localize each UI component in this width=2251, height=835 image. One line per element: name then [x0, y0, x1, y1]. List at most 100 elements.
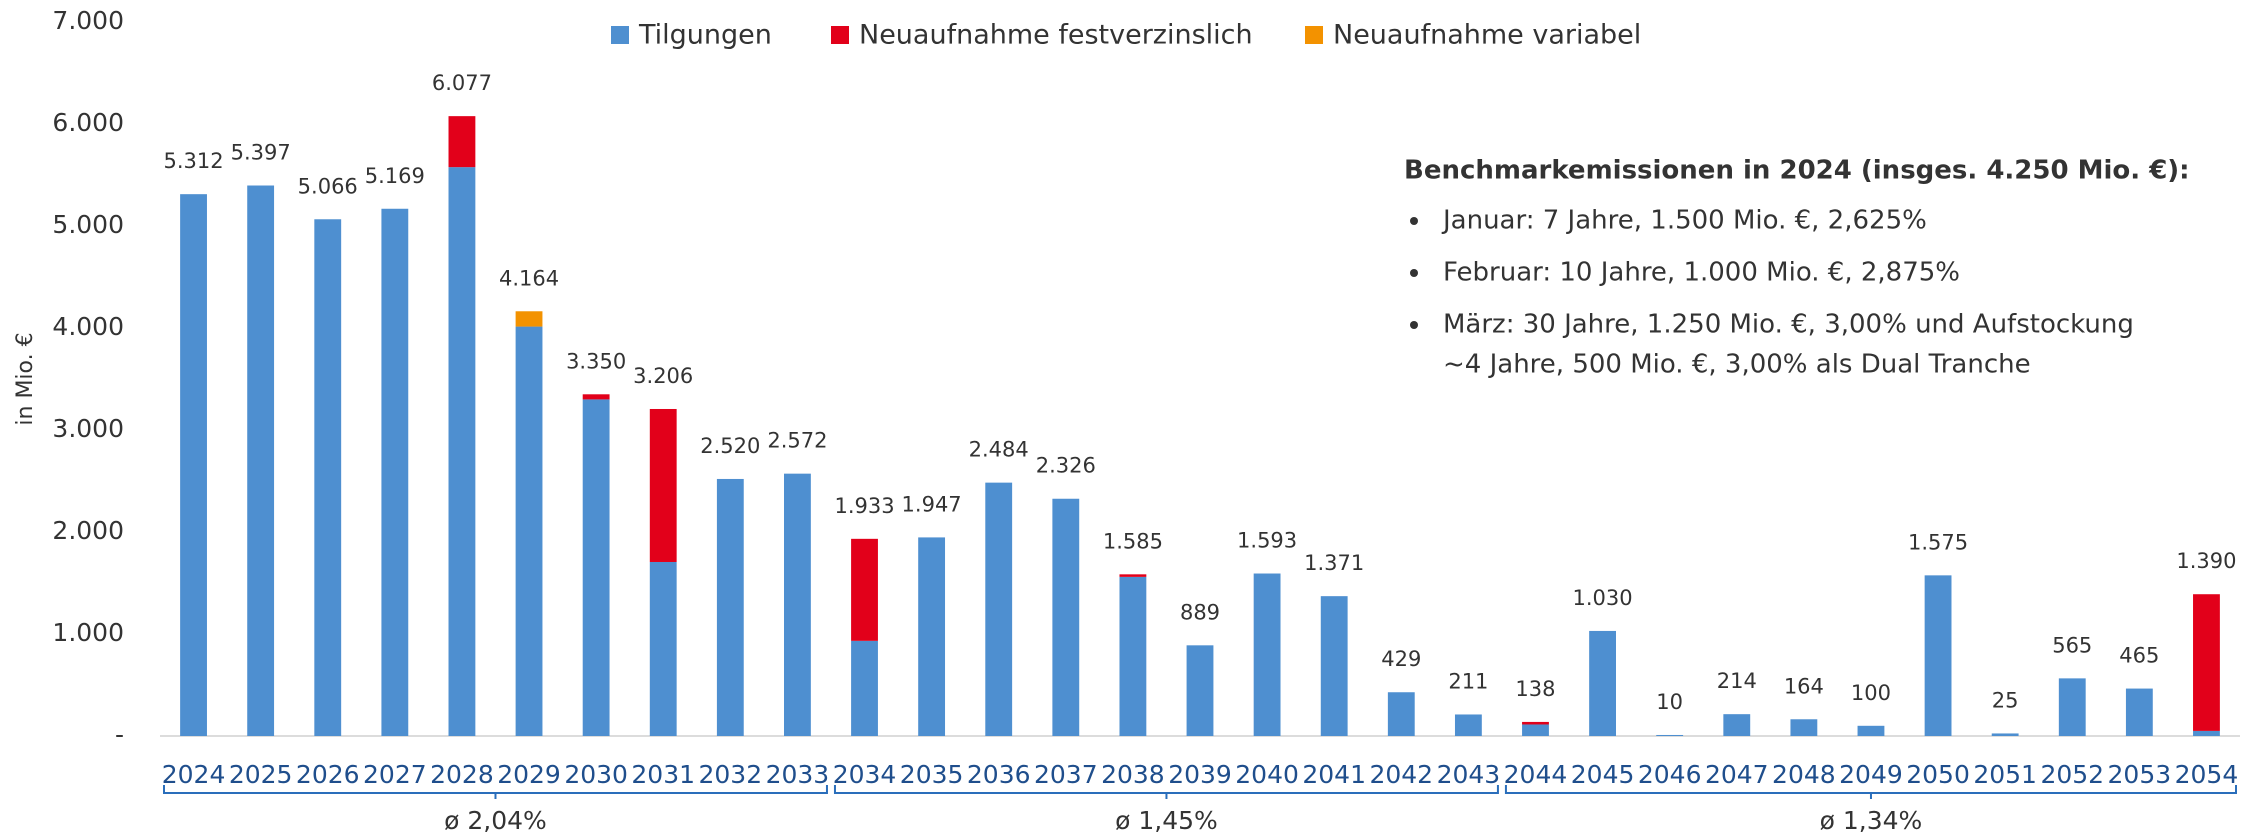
bar-segment: [649, 408, 677, 562]
y-tick-label: 6.000: [52, 108, 124, 137]
bullet: [1410, 269, 1418, 277]
bar-segment: [247, 185, 275, 737]
group-bracket: [833, 785, 1499, 799]
total-label: 1.030: [1573, 586, 1633, 610]
bar-segment: [851, 538, 878, 641]
legend-label: Tilgungen: [638, 20, 772, 51]
bar-segment: [1119, 576, 1147, 736]
group-label: ø 1,45%: [1115, 806, 1218, 835]
x-tick-label: 2030: [564, 760, 628, 789]
total-label: 1.947: [902, 492, 962, 516]
bar-segment: [1924, 575, 1952, 736]
total-label: 164: [1784, 674, 1824, 698]
total-label: 2.572: [767, 429, 827, 453]
x-tick-label: 2047: [1705, 760, 1769, 789]
annotation-item: März: 30 Jahre, 1.250 Mio. €, 3,00% und …: [1443, 310, 2134, 340]
x-tick-label: 2042: [1369, 760, 1433, 789]
x-tick-label: 2045: [1571, 760, 1635, 789]
x-tick-label: 2033: [766, 760, 830, 789]
bar-segment: [1320, 596, 1348, 736]
bar-segment: [1589, 630, 1616, 736]
total-label: 1.371: [1304, 551, 1364, 575]
total-label: 429: [1381, 647, 1421, 671]
bar-segment: [1723, 714, 1751, 736]
annotation-item: ~4 Jahre, 500 Mio. €, 3,00% als Dual Tra…: [1443, 350, 2031, 380]
x-tick-label: 2036: [967, 760, 1031, 789]
legend-label: Neuaufnahme festverzinslich: [859, 20, 1253, 51]
x-tick-label: 2049: [1839, 760, 1903, 789]
bar-segment: [1052, 498, 1080, 736]
bar-segment: [515, 326, 543, 736]
legend-label: Neuaufnahme variabel: [1333, 20, 1641, 51]
y-axis-label: in Mio. €: [13, 332, 38, 425]
bullet: [1410, 321, 1418, 329]
bar-segment: [1119, 574, 1147, 577]
bar-segment: [1253, 573, 1281, 736]
total-label: 3.350: [566, 349, 626, 373]
bar-segment: [1387, 692, 1415, 736]
total-label: 889: [1180, 600, 1220, 624]
bar-segment: [2058, 678, 2086, 736]
x-tick-label: 2029: [497, 760, 561, 789]
x-tick-label: 2032: [699, 760, 763, 789]
y-tick-label: 4.000: [52, 312, 124, 341]
x-tick-label: 2040: [1235, 760, 1299, 789]
total-label: 1.585: [1103, 529, 1163, 553]
x-tick-label: 2027: [363, 760, 427, 789]
bar-segment: [784, 473, 811, 736]
total-label: 4.164: [499, 266, 559, 290]
bar-segment: [448, 116, 476, 168]
bar-segment: [1522, 724, 1549, 736]
bar-segment: [1454, 714, 1482, 736]
x-tick-label: 2051: [1973, 760, 2037, 789]
total-label: 1.593: [1237, 529, 1297, 553]
y-tick-label: 7.000: [52, 6, 124, 35]
x-tick-label: 2038: [1101, 760, 1165, 789]
bar-segment: [448, 167, 476, 736]
y-tick-label: -: [115, 720, 124, 749]
x-tick-label: 2037: [1034, 760, 1098, 789]
group-bracket: [163, 785, 828, 799]
bar-segment: [314, 219, 342, 736]
bar-segment: [582, 399, 610, 736]
annotation-item: Februar: 10 Jahre, 1.000 Mio. €, 2,875%: [1443, 258, 1960, 288]
x-tick-label: 2054: [2175, 760, 2239, 789]
y-tick-label: 2.000: [52, 516, 124, 545]
annotation-item: Januar: 7 Jahre, 1.500 Mio. €, 2,625%: [1441, 206, 1927, 236]
total-label: 5.066: [298, 174, 358, 198]
x-tick-label: 2052: [2040, 760, 2104, 789]
x-tick-label: 2046: [1638, 760, 1702, 789]
bar-segment: [716, 478, 744, 736]
x-tick-label: 2043: [1437, 760, 1501, 789]
annotation-title: Benchmarkemissionen in 2024 (insges. 4.2…: [1404, 156, 2190, 186]
bar-segment: [515, 311, 543, 327]
total-label: 2.484: [969, 438, 1029, 462]
total-label: 10: [1656, 690, 1683, 714]
y-tick-label: 5.000: [52, 210, 124, 239]
y-tick-label: 1.000: [52, 618, 124, 647]
total-label: 211: [1448, 669, 1488, 693]
x-tick-label: 2039: [1168, 760, 1232, 789]
bar-segment: [851, 640, 878, 736]
x-tick-label: 2026: [296, 760, 360, 789]
total-label: 100: [1851, 681, 1891, 705]
x-tick-label: 2025: [229, 760, 293, 789]
x-tick-label: 2041: [1302, 760, 1366, 789]
bar-segment: [1790, 719, 1818, 736]
bar-segment: [180, 194, 207, 736]
x-tick-label: 2034: [833, 760, 897, 789]
total-label: 5.397: [231, 141, 291, 165]
x-tick-label: 2035: [900, 760, 964, 789]
legend-swatch: [1305, 26, 1323, 44]
total-label: 1.575: [1908, 530, 1968, 554]
bar-segment: [2193, 594, 2220, 731]
bar-segment: [381, 208, 409, 737]
x-tick-label: 2031: [631, 760, 695, 789]
bar-segment: [582, 394, 610, 400]
total-label: 3.206: [633, 364, 693, 388]
bar-segment: [1522, 721, 1549, 725]
x-tick-label: 2048: [1772, 760, 1836, 789]
bar-segment: [2125, 688, 2153, 736]
total-label: 138: [1515, 677, 1555, 701]
